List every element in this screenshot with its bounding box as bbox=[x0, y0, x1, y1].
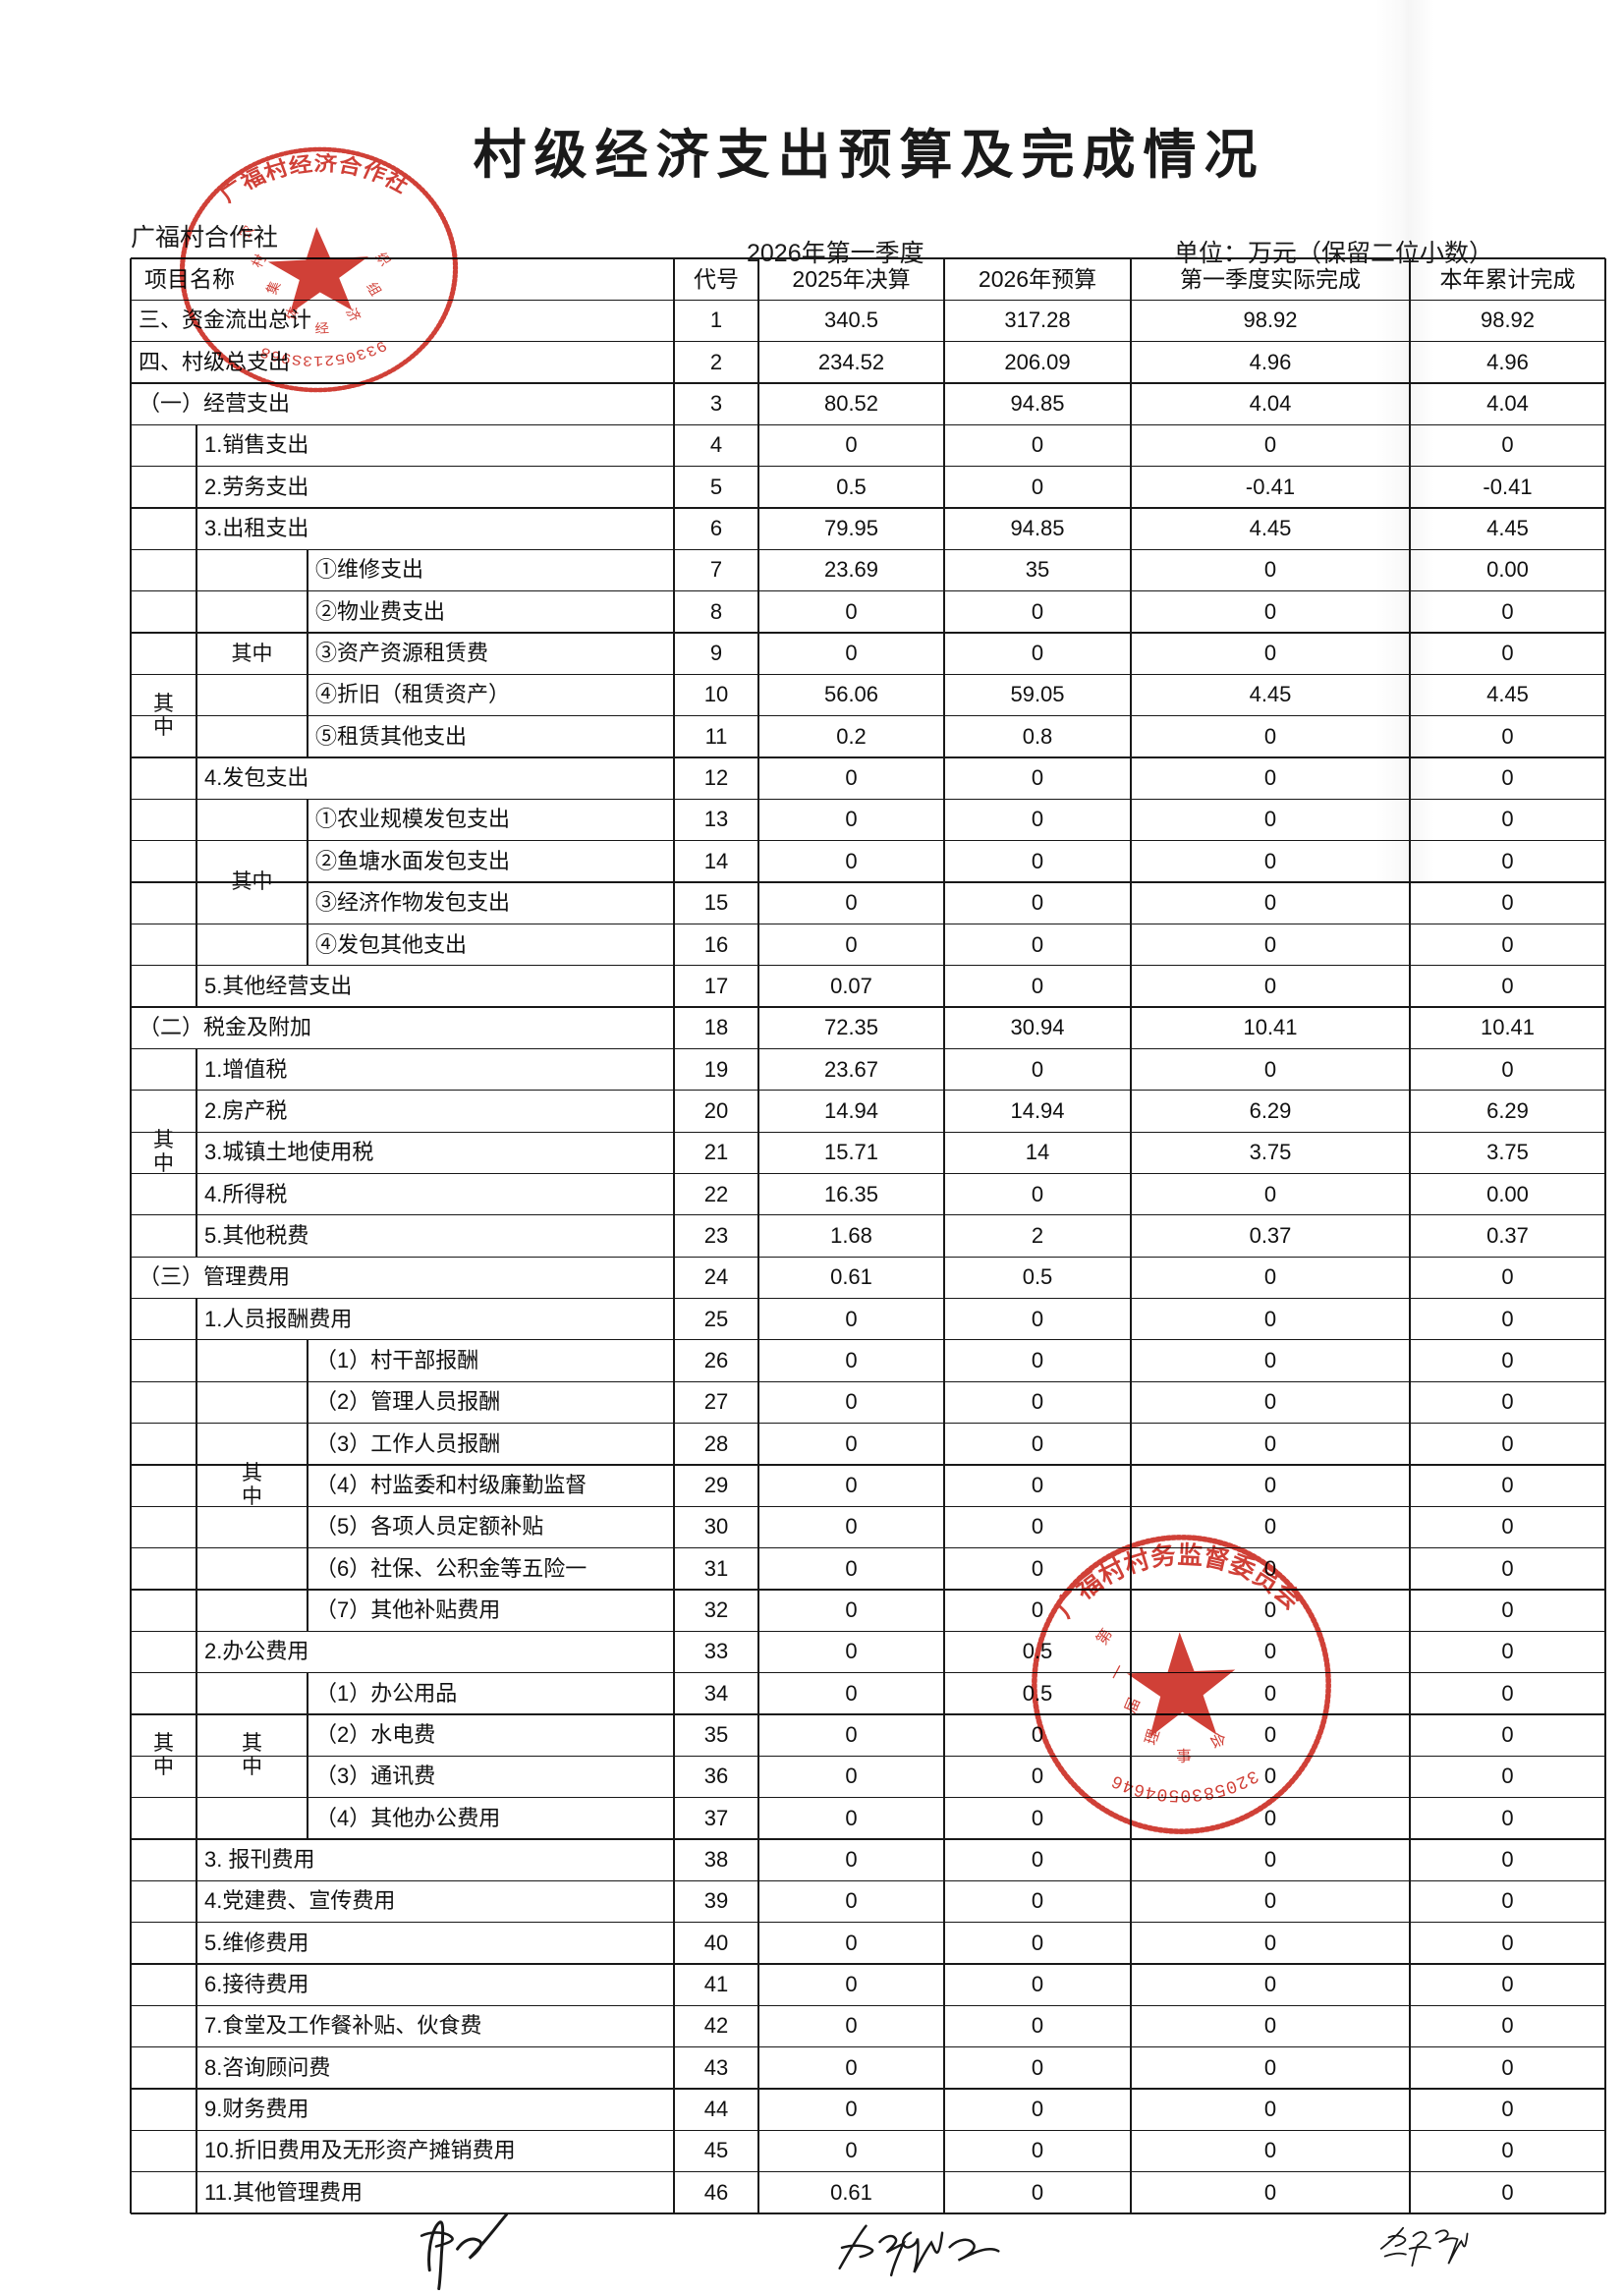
svg-text:事: 事 bbox=[1175, 1748, 1191, 1766]
svg-text:广福村经济合作社: 广福村经济合作社 bbox=[212, 145, 415, 206]
svg-text:一: 一 bbox=[1106, 1661, 1129, 1683]
svg-text:广福村村务监督委员会: 广福村村务监督委员会 bbox=[1047, 1537, 1306, 1623]
svg-text:届: 届 bbox=[1122, 1696, 1144, 1716]
svg-text:织: 织 bbox=[372, 250, 393, 268]
svg-text:第: 第 bbox=[1092, 1626, 1116, 1649]
svg-text:93305213S968: 93305213S968 bbox=[255, 336, 389, 371]
svg-text:济: 济 bbox=[342, 306, 363, 323]
svg-text:农: 农 bbox=[236, 223, 256, 241]
svg-text:组: 组 bbox=[363, 280, 383, 298]
svg-text:理: 理 bbox=[1143, 1727, 1163, 1747]
svg-text:村: 村 bbox=[249, 252, 269, 269]
svg-text:集: 集 bbox=[263, 279, 283, 296]
svg-text:3205830504646: 3205830504646 bbox=[1107, 1764, 1261, 1807]
svg-text:经: 经 bbox=[313, 321, 329, 336]
svg-text:会: 会 bbox=[1205, 1729, 1228, 1751]
